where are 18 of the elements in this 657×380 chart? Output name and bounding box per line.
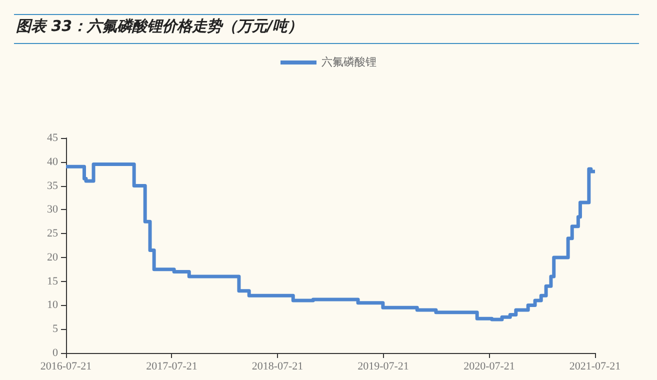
y-tick-label: 5 (52, 323, 58, 336)
y-tick-label: 45 (47, 132, 58, 144)
x-tick-label: 2019-07-21 (358, 360, 409, 372)
x-tick-label: 2018-07-21 (252, 360, 304, 372)
y-tick-label: 15 (47, 275, 58, 288)
y-tick-label: 30 (47, 204, 58, 216)
y-tick-label: 10 (47, 299, 58, 312)
legend-label: 六氟磷酸锂 (322, 56, 376, 68)
y-tick-label: 20 (47, 251, 58, 264)
chart-title: 图表 33：六氟磷酸锂价格走势（万元/吨） (16, 17, 303, 36)
x-tick-label: 2020-07-21 (464, 360, 515, 372)
x-tick-label: 2021-07-21 (569, 360, 621, 372)
y-tick-label: 40 (47, 156, 58, 168)
y-tick-label: 0 (52, 347, 58, 359)
y-tick-label: 25 (47, 228, 58, 240)
x-tick-label: 2017-07-21 (146, 360, 198, 372)
y-tick-label: 35 (47, 180, 58, 192)
x-tick-label: 2016-07-21 (40, 360, 92, 372)
